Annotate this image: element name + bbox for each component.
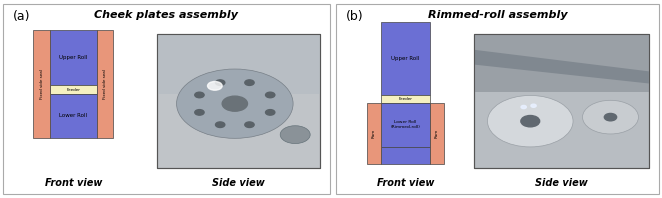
Polygon shape bbox=[475, 50, 649, 84]
Bar bbox=[475, 34, 649, 168]
Text: Upper Roll: Upper Roll bbox=[59, 55, 87, 60]
Circle shape bbox=[195, 92, 204, 98]
Circle shape bbox=[531, 104, 536, 107]
Circle shape bbox=[245, 80, 254, 85]
Bar bbox=[475, 34, 649, 91]
Bar bbox=[156, 34, 320, 168]
Text: Fixed side seal: Fixed side seal bbox=[40, 69, 44, 99]
Circle shape bbox=[265, 92, 275, 98]
Text: Feeder: Feeder bbox=[66, 88, 80, 92]
Circle shape bbox=[583, 100, 638, 134]
Circle shape bbox=[521, 105, 526, 109]
Text: Feeder: Feeder bbox=[399, 97, 412, 101]
Text: Side view: Side view bbox=[536, 178, 588, 188]
Circle shape bbox=[487, 95, 573, 147]
Bar bbox=[381, 95, 430, 103]
Text: (b): (b) bbox=[346, 10, 364, 23]
Circle shape bbox=[265, 110, 275, 115]
Circle shape bbox=[207, 82, 222, 90]
Circle shape bbox=[216, 80, 225, 85]
Bar bbox=[381, 103, 430, 147]
Text: (a): (a) bbox=[13, 10, 31, 23]
Bar bbox=[430, 103, 444, 164]
Circle shape bbox=[245, 122, 254, 128]
Text: Upper Roll: Upper Roll bbox=[391, 56, 420, 61]
Text: Lower Roll: Lower Roll bbox=[60, 113, 87, 118]
Circle shape bbox=[195, 110, 204, 115]
Text: Ram: Ram bbox=[435, 129, 439, 138]
Text: Cheek plates assembly: Cheek plates assembly bbox=[95, 10, 238, 20]
Circle shape bbox=[222, 96, 248, 111]
Circle shape bbox=[280, 126, 310, 144]
Bar bbox=[381, 22, 430, 95]
Text: Fixed side seal: Fixed side seal bbox=[103, 69, 107, 99]
Bar bbox=[50, 85, 97, 94]
Bar bbox=[475, 34, 649, 168]
Bar bbox=[367, 103, 381, 164]
Bar bbox=[50, 94, 97, 138]
Text: Ram: Ram bbox=[372, 129, 376, 138]
Bar bbox=[156, 34, 320, 94]
FancyBboxPatch shape bbox=[3, 4, 330, 194]
Bar bbox=[97, 30, 113, 138]
Bar bbox=[156, 34, 320, 168]
Bar bbox=[33, 30, 50, 138]
Text: Side view: Side view bbox=[212, 178, 264, 188]
FancyBboxPatch shape bbox=[336, 4, 659, 194]
Circle shape bbox=[521, 115, 540, 127]
Text: Rimmed-roll assembly: Rimmed-roll assembly bbox=[428, 10, 567, 20]
Text: Front view: Front view bbox=[44, 178, 102, 188]
Circle shape bbox=[216, 122, 225, 128]
Text: Front view: Front view bbox=[377, 178, 434, 188]
Bar bbox=[381, 147, 430, 164]
Circle shape bbox=[604, 113, 616, 121]
Text: Lower Roll
(Rimmed-roll): Lower Roll (Rimmed-roll) bbox=[391, 120, 420, 129]
Circle shape bbox=[177, 69, 293, 138]
Bar bbox=[50, 30, 97, 85]
